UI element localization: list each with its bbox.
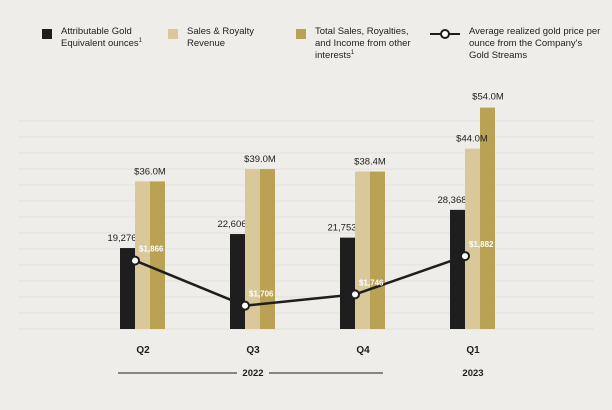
point-gold-price (240, 300, 250, 311)
bar-sales-revenue (355, 171, 370, 329)
x-tick-label: Q3 (246, 345, 260, 356)
bar-total-sales (260, 169, 275, 329)
data-label-sales-revenue: $44.0M (456, 134, 488, 145)
legend-label-total-sales: Total Sales, Royalties, and Income from … (315, 26, 411, 61)
year-group-label: 2023 (462, 368, 483, 379)
data-label-gold-price: $1,882 (469, 240, 494, 249)
legend-swatch-gold-ounces (42, 29, 52, 39)
legend-label-gold-price: Average realized gold price per ounce fr… (469, 26, 601, 61)
data-label-gold-ounces: 22,606oz (217, 219, 256, 230)
bar-sales-revenue (135, 181, 150, 329)
x-tick-label: Q1 (466, 345, 480, 356)
data-label-gold-ounces: 28,368oz (437, 195, 476, 206)
data-label-gold-ounces: 21,753oz (327, 223, 366, 234)
bar-sales-revenue (245, 169, 260, 329)
data-label-sales-revenue: $36.0M (134, 166, 166, 177)
bar-total-sales (370, 171, 385, 329)
point-gold-price (460, 251, 470, 262)
legend-item-sales-revenue: Sales & Royalty Revenue (168, 26, 277, 50)
legend-swatch-total-sales (296, 29, 306, 39)
data-label-total-sales: $54.0M (472, 92, 504, 103)
legend-item-gold-ounces: Attributable Gold Equivalent ounces1 (42, 26, 173, 50)
bar-gold-ounces (340, 237, 355, 329)
legend-item-total-sales: Total Sales, Royalties, and Income from … (296, 26, 415, 62)
legend-label-gold-ounces: Attributable Gold Equivalent ounces1 (61, 26, 142, 49)
bar-total-sales (150, 181, 165, 329)
bar-sales-revenue (465, 148, 480, 329)
x-tick-label: Q2 (136, 345, 150, 356)
legend-footnote-gold-ounces: 1 (138, 37, 142, 44)
legend-label-sales-revenue: Sales & Royalty Revenue (187, 26, 255, 49)
data-label-gold-price: $1,866 (139, 245, 164, 254)
point-gold-price (350, 289, 360, 300)
data-label-sales-revenue: $38.4M (354, 157, 386, 168)
bar-total-sales (480, 107, 495, 329)
bar-gold-ounces (120, 248, 135, 329)
bar-gold-ounces (230, 234, 245, 329)
legend-item-gold-price: Average realized gold price per ounce fr… (430, 26, 604, 62)
data-label-gold-price: $1,746 (359, 278, 384, 287)
data-label-sales-revenue: $39.0M (244, 154, 276, 165)
legend-swatch-sales-revenue (168, 29, 178, 39)
data-label-gold-price: $1,706 (249, 290, 274, 299)
x-tick-label: Q4 (356, 345, 370, 356)
legend-swatch-gold-price (430, 29, 460, 39)
point-gold-price (130, 255, 140, 266)
legend-footnote-total-sales: 1 (350, 49, 355, 56)
year-group-label: 2022 (242, 368, 263, 379)
bar-gold-ounces (450, 209, 465, 329)
data-label-gold-ounces: 19,276oz (107, 233, 146, 244)
line-gold-price (134, 254, 466, 307)
